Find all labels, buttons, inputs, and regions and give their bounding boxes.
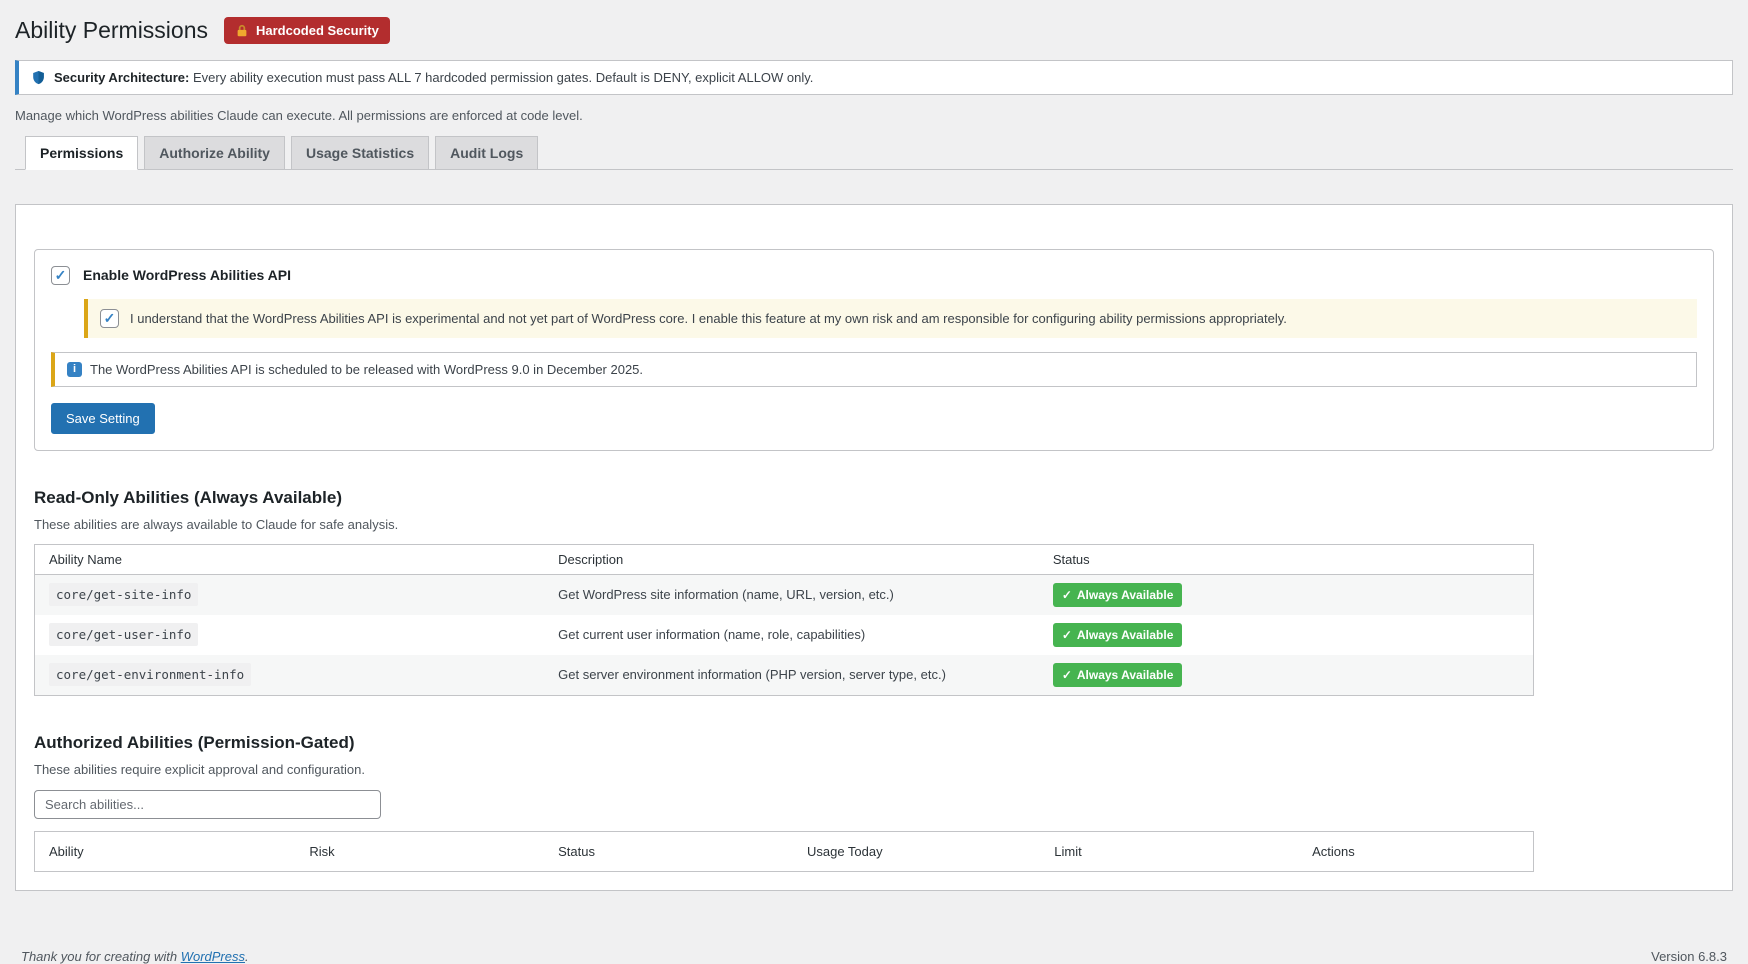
table-row: core/get-environment-info Get server env… bbox=[34, 654, 1534, 696]
footer-thanks-suffix: . bbox=[245, 948, 249, 964]
enable-api-row: ✓ Enable WordPress Abilities API bbox=[51, 265, 1697, 285]
status-badge: ✓ Always Available bbox=[1052, 662, 1183, 687]
footer-thanks-text: Thank you for creating with bbox=[21, 948, 181, 964]
admin-footer: Thank you for creating with WordPress. V… bbox=[15, 949, 1733, 964]
authorized-abilities-description: These abilities require explicit approva… bbox=[34, 761, 365, 777]
column-header-usage-today: Usage Today bbox=[792, 831, 1041, 872]
ability-code: core/get-user-info bbox=[49, 623, 199, 647]
column-header-ability-name: Ability Name bbox=[34, 544, 545, 575]
table-header-row: Ability Name Description Status bbox=[34, 544, 1534, 575]
check-icon: ✓ bbox=[54, 266, 67, 283]
ability-description: Get WordPress site information (name, UR… bbox=[558, 587, 894, 603]
ability-code: core/get-site-info bbox=[49, 583, 199, 607]
check-icon: ✓ bbox=[1061, 587, 1072, 602]
lock-icon bbox=[235, 24, 249, 38]
column-header-risk: Risk bbox=[295, 831, 545, 872]
security-notice-body: Every ability execution must pass ALL 7 … bbox=[192, 69, 814, 85]
ability-description: Get current user information (name, role… bbox=[558, 627, 866, 643]
table-row: core/get-user-info Get current user info… bbox=[35, 615, 1534, 655]
hardcoded-security-badge: Hardcoded Security bbox=[224, 17, 390, 45]
page-title: Ability Permissions bbox=[15, 17, 208, 43]
permissions-tab-panel: ✓ Enable WordPress Abilities API ✓ I und… bbox=[15, 203, 1733, 891]
wordpress-link[interactable]: WordPress bbox=[180, 948, 245, 964]
column-header-limit: Limit bbox=[1040, 831, 1299, 872]
check-icon: ✓ bbox=[1061, 627, 1072, 642]
tab-usage-statistics[interactable]: Usage Statistics bbox=[290, 135, 430, 170]
column-header-ability: Ability bbox=[34, 831, 296, 872]
column-header-status: Status bbox=[1038, 544, 1534, 575]
table-row: core/get-site-info Get WordPress site in… bbox=[34, 574, 1534, 615]
tab-authorize-ability[interactable]: Authorize Ability bbox=[144, 135, 285, 170]
status-badge-label: Always Available bbox=[1076, 667, 1174, 682]
experimental-consent-notice: ✓ I understand that the WordPress Abilit… bbox=[84, 298, 1697, 338]
release-info-text: The WordPress Abilities API is scheduled… bbox=[90, 361, 644, 377]
tab-audit-logs[interactable]: Audit Logs bbox=[435, 135, 539, 170]
authorized-abilities-heading: Authorized Abilities (Permission-Gated) bbox=[34, 732, 355, 752]
readonly-abilities-description: These abilities are always available to … bbox=[34, 516, 399, 532]
release-info-notice: i The WordPress Abilities API is schedul… bbox=[51, 351, 1697, 387]
status-badge: ✓ Always Available bbox=[1052, 582, 1183, 607]
search-abilities-input[interactable] bbox=[34, 789, 381, 819]
page-subtitle: Manage which WordPress abilities Claude … bbox=[15, 107, 583, 123]
footer-thanks: Thank you for creating with WordPress. bbox=[21, 949, 249, 964]
status-badge-label: Always Available bbox=[1076, 627, 1174, 642]
info-icon: i bbox=[67, 361, 82, 377]
page-header: Ability Permissions Hardcoded Security bbox=[15, 16, 1733, 46]
readonly-abilities-table: Ability Name Description Status core/get… bbox=[34, 543, 1534, 696]
enable-api-checkbox[interactable]: ✓ bbox=[51, 265, 70, 285]
shield-icon bbox=[31, 70, 46, 85]
table-header-row: Ability Risk Status Usage Today Limit Ac… bbox=[34, 831, 1534, 872]
security-notice-label: Security Architecture: bbox=[54, 69, 190, 85]
enable-api-label: Enable WordPress Abilities API bbox=[83, 267, 291, 284]
column-header-status: Status bbox=[544, 831, 793, 872]
status-badge-label: Always Available bbox=[1076, 587, 1174, 602]
footer-version: Version 6.8.3 bbox=[1651, 948, 1727, 964]
column-header-description: Description bbox=[544, 544, 1039, 575]
readonly-abilities-heading: Read-Only Abilities (Always Available) bbox=[34, 487, 342, 507]
check-icon: ✓ bbox=[103, 309, 116, 326]
security-architecture-notice: Security Architecture: Every ability exe… bbox=[15, 59, 1733, 95]
column-header-actions: Actions bbox=[1298, 831, 1534, 872]
ability-description: Get server environment information (PHP … bbox=[558, 667, 946, 683]
consent-checkbox[interactable]: ✓ bbox=[100, 308, 119, 328]
badge-label: Hardcoded Security bbox=[256, 23, 379, 39]
tab-bar: Permissions Authorize Ability Usage Stat… bbox=[15, 135, 1733, 170]
check-icon: ✓ bbox=[1061, 667, 1072, 682]
enable-api-box: ✓ Enable WordPress Abilities API ✓ I und… bbox=[34, 248, 1714, 451]
ability-code: core/get-environment-info bbox=[49, 663, 252, 687]
save-setting-button[interactable]: Save Setting bbox=[51, 402, 155, 434]
security-notice-text: Security Architecture: Every ability exe… bbox=[54, 70, 813, 85]
tab-permissions[interactable]: Permissions bbox=[25, 135, 139, 170]
authorized-abilities-table: Ability Risk Status Usage Today Limit Ac… bbox=[34, 830, 1534, 872]
status-badge: ✓ Always Available bbox=[1052, 622, 1183, 647]
consent-text: I understand that the WordPress Abilitie… bbox=[130, 310, 1287, 326]
